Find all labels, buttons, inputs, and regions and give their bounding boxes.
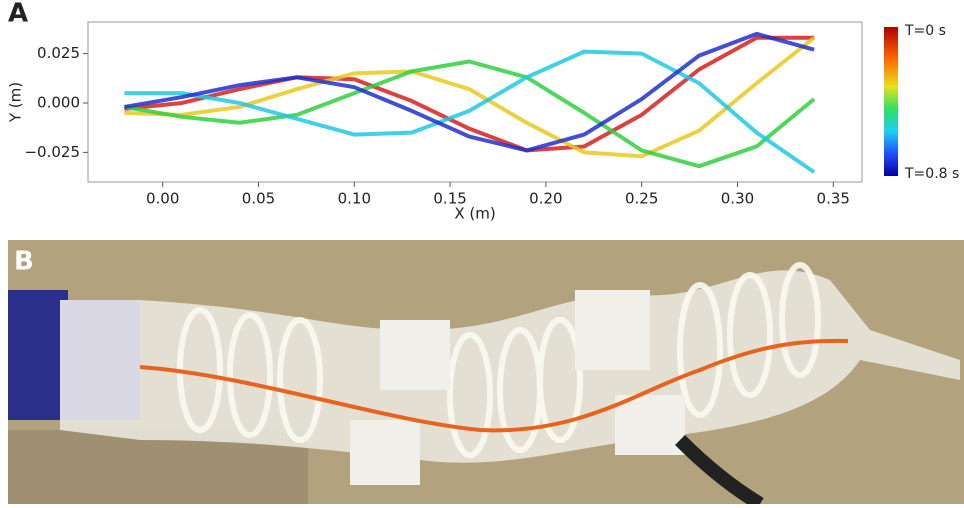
panel-label: B (14, 247, 34, 277)
robot-module (575, 290, 650, 370)
trajectory-line (124, 62, 814, 167)
robot-module (380, 320, 450, 390)
x-tick-label: 0.05 (242, 190, 275, 208)
panel-label: A (8, 0, 28, 29)
robot-module (615, 395, 685, 455)
x-tick-label: 0.00 (146, 190, 179, 208)
x-tick-label: 0.30 (721, 190, 754, 208)
photo: B (8, 240, 964, 504)
robot-module (350, 420, 420, 485)
x-tick-label: 0.20 (529, 190, 562, 208)
plot-area (124, 34, 814, 172)
plot-frame (88, 22, 862, 182)
trajectory-line (124, 52, 814, 172)
x-tick-label: 0.15 (433, 190, 466, 208)
y-tick-label: 0.000 (37, 93, 80, 111)
y-tick-label: −0.025 (24, 143, 80, 161)
x-tick-label: 0.10 (338, 190, 371, 208)
y-axis-label: Y (m) (7, 82, 25, 123)
robot-tether (8, 290, 68, 420)
y-tick-label: 0.025 (37, 44, 80, 62)
page: {"chart_data": {"type": "line", "panel_l… (0, 0, 964, 504)
colorbar (884, 27, 898, 176)
colorbar-label: T=0.8 s (904, 166, 959, 182)
x-tick-label: 0.35 (817, 190, 850, 208)
figure: A X (m) Y (m) T=0 s T=0.8 s B 0.000.050.… (0, 0, 964, 504)
robot-module (60, 300, 140, 420)
x-tick-label: 0.25 (625, 190, 658, 208)
colorbar-label: T=0 s (904, 23, 946, 39)
